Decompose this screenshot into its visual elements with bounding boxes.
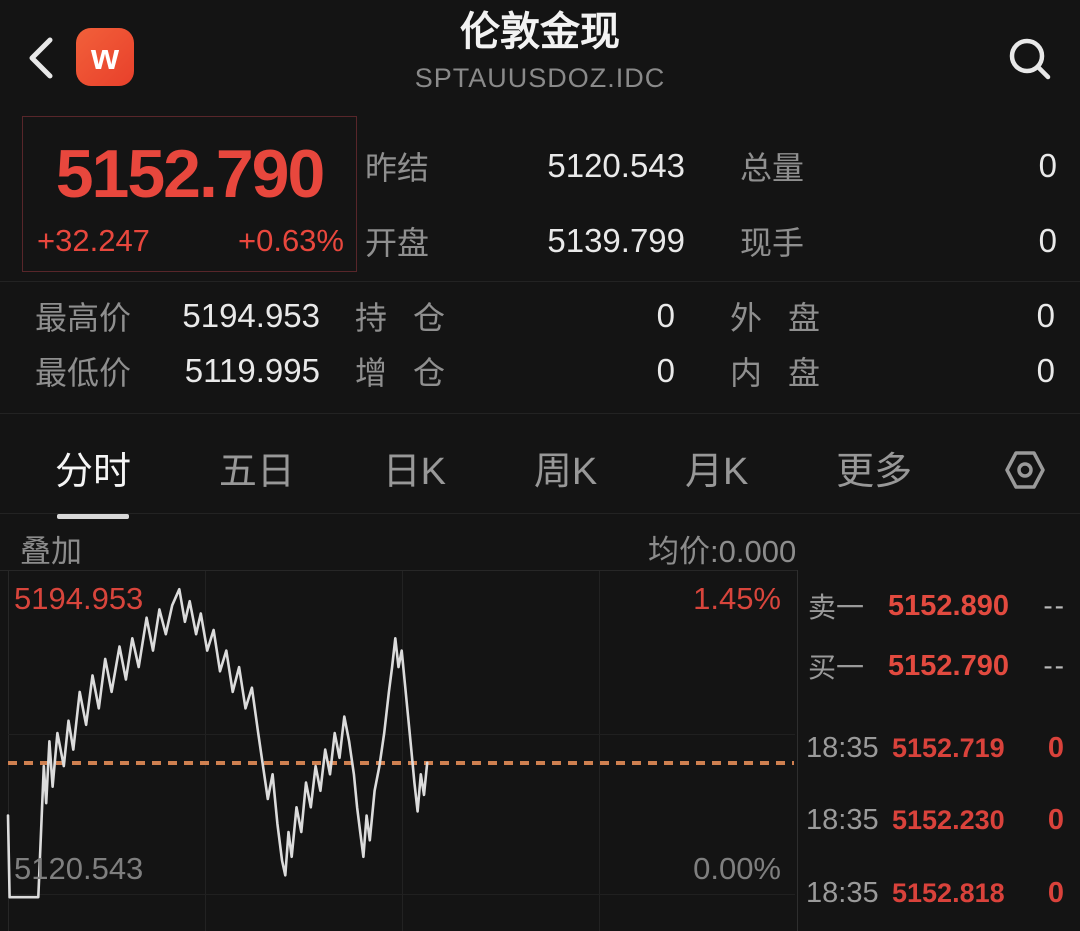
price-line <box>6 587 429 899</box>
trade-price: 5152.719 <box>892 732 1005 763</box>
trade-row: 18:35 5152.719 0 <box>798 728 1080 768</box>
overlay-bar: 叠加 均价:0.000 <box>0 518 1080 570</box>
open-value: 5139.799 <box>547 221 685 259</box>
total-volume-label: 总量 <box>740 149 805 186</box>
chart-settings-button[interactable] <box>1000 445 1050 495</box>
oi-change-value: 0 <box>656 351 675 389</box>
ask-price: 5152.890 <box>888 589 1009 622</box>
cur-volume-label: 现手 <box>740 224 805 261</box>
price-line-chart <box>6 587 429 899</box>
price-change-percent: +0.63% <box>237 223 344 258</box>
stats-row-high: 最高价 5194.953 持仓 0 外盘 0 <box>0 288 1080 343</box>
chart-region: 5194.953 1.45% 5120.543 0.00% 卖一 5152.89… <box>0 570 1080 931</box>
gridline-vertical <box>599 571 600 931</box>
trade-row: 18:35 5152.230 0 <box>798 800 1080 840</box>
wind-app-icon[interactable]: w <box>76 28 134 86</box>
trade-price: 5152.230 <box>892 804 1005 835</box>
tab-minute[interactable]: 分时 <box>55 440 131 519</box>
bid-row: 买一 5152.790 -- <box>798 646 1080 686</box>
outer-volume-value: 0 <box>1036 296 1055 334</box>
panel-divider <box>797 570 798 931</box>
chart-pct-low-label: 0.00% <box>693 851 781 886</box>
high-value: 5194.953 <box>182 296 320 334</box>
trade-time: 18:35 <box>806 731 879 764</box>
bid-qty: -- <box>1043 650 1066 681</box>
order-book-panel: 卖一 5152.890 -- 买一 5152.790 -- 18:35 5152… <box>798 570 1080 931</box>
tab-monthly-k[interactable]: 月K <box>685 450 749 493</box>
search-icon <box>1009 38 1051 80</box>
stats-row-low: 最低价 5119.995 增仓 0 内盘 0 <box>0 343 1080 398</box>
chart-tabs: 分时 五日 日K 周K 月K 更多 <box>0 430 1080 519</box>
chart-high-label: 5194.953 <box>14 581 144 616</box>
ask-qty: -- <box>1043 590 1066 621</box>
quote-summary: 昨结 5120.543 总量 0 开盘 5139.799 现手 0 <box>365 128 1057 278</box>
gridline-vertical <box>402 571 403 931</box>
inner-volume-value: 0 <box>1036 351 1055 389</box>
last-price: 5152.790 <box>55 136 326 212</box>
search-button[interactable] <box>1002 32 1058 88</box>
tab-five-day[interactable]: 五日 <box>218 450 295 493</box>
trade-time: 18:35 <box>806 876 879 909</box>
hexagon-gear-icon <box>1005 451 1045 489</box>
divider <box>0 281 1080 282</box>
inner-volume-label: 内盘 <box>730 354 847 391</box>
chart-low-label: 5120.543 <box>14 851 144 886</box>
divider <box>0 513 1080 514</box>
price-change: +32.247 <box>37 223 150 258</box>
trade-qty: 0 <box>1047 803 1064 836</box>
average-price-label: 均价:0.000 <box>648 534 797 569</box>
instrument-code: SPTAUUSDOZ.IDC <box>414 63 666 93</box>
trade-qty: 0 <box>1047 731 1064 764</box>
open-interest-value: 0 <box>656 296 675 334</box>
cur-volume-value: 0 <box>1038 221 1057 259</box>
page-title: 伦敦金现 <box>460 10 620 54</box>
chart-pct-high-label: 1.45% <box>693 581 781 616</box>
chevron-left-icon <box>29 37 53 79</box>
trade-row: 18:35 5152.818 0 <box>798 873 1080 913</box>
gridline-vertical <box>205 571 206 931</box>
quote-row: 昨结 5120.543 总量 0 <box>365 128 1057 203</box>
divider <box>0 413 1080 414</box>
open-interest-label: 持仓 <box>355 299 472 336</box>
low-value: 5119.995 <box>184 351 320 389</box>
ask-label: 卖一 <box>808 592 865 623</box>
intraday-chart[interactable]: 5194.953 1.45% 5120.543 0.00% <box>0 570 797 931</box>
header: w 伦敦金现 SPTAUUSDOZ.IDC <box>0 0 1080 112</box>
trade-price: 5152.818 <box>892 877 1005 908</box>
oi-change-label: 增仓 <box>355 354 472 391</box>
trade-qty: 0 <box>1047 876 1064 909</box>
last-price-dotted-line <box>8 761 794 765</box>
bid-price: 5152.790 <box>888 649 1009 682</box>
tab-weekly-k[interactable]: 周K <box>533 450 598 493</box>
gridline-horizontal <box>8 894 795 895</box>
overlay-add-button[interactable]: 叠加 <box>20 534 82 569</box>
last-price-box: 5152.790 +32.247 +0.63% <box>22 116 357 272</box>
outer-volume-label: 外盘 <box>730 299 847 336</box>
tab-more[interactable]: 更多 <box>836 450 913 493</box>
prev-settle-value: 5120.543 <box>547 146 685 184</box>
prev-settle-label: 昨结 <box>365 149 430 186</box>
total-volume-value: 0 <box>1038 146 1057 184</box>
quote-row: 开盘 5139.799 现手 0 <box>365 203 1057 278</box>
stats-section: 最高价 5194.953 持仓 0 外盘 0 最低价 5119.995 增仓 0… <box>0 288 1080 398</box>
gridline-horizontal <box>8 734 795 735</box>
open-label: 开盘 <box>365 224 430 261</box>
app-icon-letter: w <box>90 36 119 77</box>
high-label: 最高价 <box>35 299 132 336</box>
plot-border <box>8 571 9 931</box>
low-label: 最低价 <box>35 354 132 391</box>
tab-daily-k[interactable]: 日K <box>382 450 447 493</box>
ask-row: 卖一 5152.890 -- <box>798 586 1080 626</box>
back-button[interactable] <box>18 30 66 86</box>
bid-label: 买一 <box>808 652 865 683</box>
trade-time: 18:35 <box>806 803 879 836</box>
